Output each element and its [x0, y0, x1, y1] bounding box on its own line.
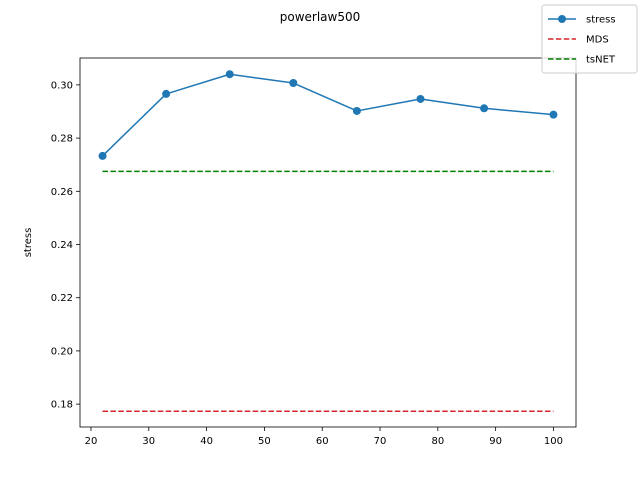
- x-tick-label: 90: [489, 436, 502, 447]
- x-tick-label: 80: [431, 436, 444, 447]
- y-tick-label: 0.18: [51, 400, 73, 411]
- data-point: [162, 89, 171, 98]
- data-point: [98, 151, 107, 160]
- legend-label-stress: stress: [586, 15, 616, 26]
- y-tick-label: 0.26: [51, 187, 73, 198]
- x-tick-label: 50: [258, 436, 271, 447]
- legend-box: [541, 4, 638, 74]
- x-tick-label: 40: [200, 436, 213, 447]
- data-point: [225, 70, 234, 79]
- y-tick-label: 0.22: [51, 293, 73, 304]
- axes-frame: [79, 57, 577, 428]
- y-tick-label: 0.28: [51, 134, 73, 145]
- data-point: [352, 106, 361, 115]
- x-tick-label: 60: [316, 436, 329, 447]
- chart-title: powerlaw500: [280, 10, 361, 24]
- y-tick-label: 0.24: [51, 240, 73, 251]
- legend-marker: [558, 15, 566, 23]
- x-tick-label: 30: [142, 436, 155, 447]
- y-tick-label: 0.30: [51, 80, 73, 91]
- legend-label-mds: MDS: [586, 35, 609, 46]
- data-point: [289, 79, 298, 88]
- series-line-stress: [102, 73, 554, 157]
- x-tick-label: 100: [544, 436, 563, 447]
- y-tick-label: 0.20: [51, 346, 73, 357]
- plot-area: 20 30 40 50 60 70 80 90 100 0.18 0.20 0.22 0.24 0.26 0…: [51, 57, 577, 447]
- legend-label-tsnet: tsNET: [586, 55, 616, 66]
- x-tick-label: 70: [374, 436, 387, 447]
- data-point: [480, 104, 489, 113]
- data-point: [549, 110, 558, 119]
- x-tick-label: 20: [85, 436, 98, 447]
- y-axis-title: stress: [23, 228, 34, 258]
- legend: stress MDS tsNET: [541, 4, 638, 74]
- data-point: [416, 94, 425, 103]
